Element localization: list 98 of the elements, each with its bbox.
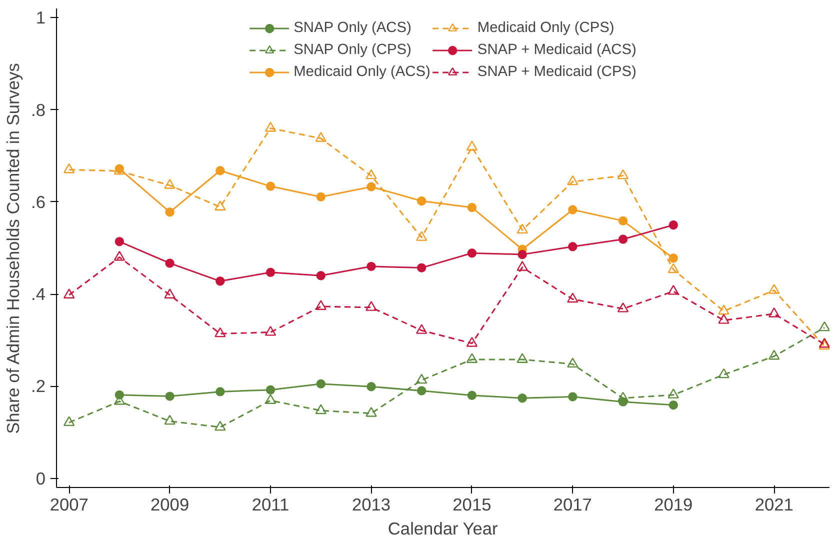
- point: [718, 314, 730, 324]
- point: [467, 390, 477, 400]
- point: [114, 236, 124, 246]
- point: [366, 301, 377, 311]
- point: [165, 258, 174, 268]
- x-tick-label: 2007: [50, 494, 88, 514]
- point: [316, 192, 326, 202]
- x-tick-label: 2017: [553, 494, 592, 514]
- point: [266, 268, 276, 278]
- point: [567, 175, 578, 186]
- legend-label: SNAP Only (ACS): [294, 20, 412, 36]
- legend-label: Medicaid Only (ACS): [294, 64, 430, 80]
- point: [668, 263, 679, 274]
- point: [668, 400, 678, 410]
- point: [718, 304, 730, 315]
- point: [718, 368, 730, 378]
- point: [63, 416, 75, 426]
- point: [668, 284, 679, 295]
- x-tick-label: 2009: [150, 494, 190, 514]
- point: [315, 132, 326, 142]
- x-tick-label: 2013: [352, 494, 391, 514]
- point: [266, 385, 276, 394]
- point: [668, 220, 678, 230]
- point: [417, 263, 426, 272]
- point: [417, 386, 426, 396]
- point: [63, 163, 75, 174]
- legend-label: SNAP + Medicaid (CPS): [477, 64, 636, 80]
- point: [264, 326, 276, 336]
- point: [366, 406, 377, 417]
- point: [214, 200, 226, 210]
- point: [466, 140, 478, 151]
- x-tick-label: 2011: [252, 494, 290, 514]
- point: [216, 166, 225, 176]
- y-tick-label: .4: [31, 284, 46, 304]
- y-tick-label: 0: [36, 468, 46, 488]
- point: [216, 387, 225, 396]
- x-tick-label: 2019: [654, 494, 693, 514]
- point: [366, 169, 377, 180]
- y-tick-label: .6: [31, 192, 46, 212]
- x-axis-title: Calendar Year: [388, 518, 498, 538]
- point: [466, 336, 478, 347]
- point: [366, 182, 376, 192]
- point: [668, 388, 679, 398]
- point: [165, 392, 174, 401]
- point: [467, 248, 477, 258]
- point: [818, 321, 830, 332]
- point: [516, 353, 528, 363]
- point: [416, 324, 428, 334]
- point: [264, 394, 276, 404]
- point: [164, 288, 176, 298]
- point: [518, 394, 527, 403]
- y-tick-label: .8: [31, 100, 46, 120]
- y-axis-title: Share of Admin Households Counted in Surveys: [3, 62, 24, 434]
- legend-label: SNAP Only (CPS): [294, 42, 412, 58]
- point: [114, 250, 126, 261]
- point: [266, 182, 276, 191]
- point: [768, 307, 780, 318]
- point: [567, 292, 578, 303]
- point: [164, 178, 176, 189]
- point: [768, 284, 780, 294]
- point: [315, 300, 326, 310]
- x-tick-label: 2021: [754, 494, 794, 514]
- point: [165, 207, 174, 217]
- point: [516, 260, 528, 271]
- point: [668, 254, 678, 263]
- point: [568, 205, 578, 214]
- point: [264, 122, 276, 132]
- point: [617, 169, 629, 180]
- point: [516, 224, 528, 234]
- point: [567, 358, 578, 368]
- point: [768, 350, 780, 360]
- point: [568, 242, 578, 252]
- point: [63, 288, 75, 298]
- legend-label: Medicaid Only (CPS): [477, 20, 614, 36]
- point: [366, 382, 376, 392]
- point: [416, 231, 428, 241]
- point: [366, 262, 376, 272]
- point: [315, 404, 326, 414]
- point: [164, 414, 176, 425]
- x-tick-label: 2015: [452, 494, 492, 514]
- point: [466, 353, 478, 363]
- point: [618, 234, 628, 244]
- point: [417, 196, 426, 206]
- point: [416, 374, 428, 384]
- point: [617, 302, 629, 312]
- legend-label: SNAP + Medicaid (ACS): [477, 42, 636, 58]
- point: [617, 392, 629, 402]
- point: [316, 379, 326, 388]
- point: [568, 392, 578, 402]
- point: [214, 420, 226, 431]
- point: [618, 216, 628, 226]
- point: [214, 327, 226, 338]
- point: [316, 271, 326, 280]
- y-tick-label: 1: [36, 8, 46, 28]
- point: [467, 202, 477, 212]
- point: [518, 250, 527, 260]
- point: [216, 276, 225, 286]
- y-tick-label: .2: [31, 376, 46, 396]
